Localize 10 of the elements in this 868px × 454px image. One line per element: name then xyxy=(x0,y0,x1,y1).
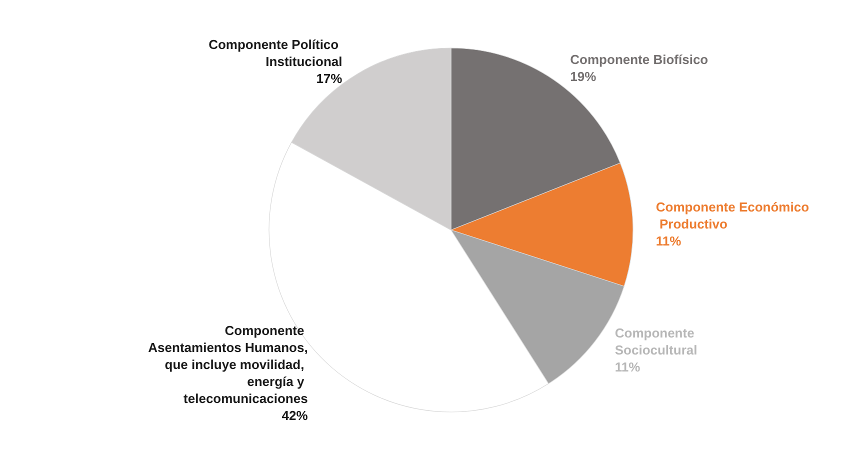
slice-label: Componente Sociocultural xyxy=(614,326,698,358)
data-label: 17% xyxy=(316,70,343,86)
data-label: 19% xyxy=(570,68,597,84)
data-label: 42% xyxy=(282,408,308,423)
data-label: 11% xyxy=(614,360,641,375)
slice-label: Componente Asentamientos Humanos, que incluye movilidad, energía y telecomunicaciones xyxy=(148,322,308,406)
slice-label: Componente Biofísico xyxy=(570,52,708,67)
data-label: 11% xyxy=(656,233,682,248)
slice-label: Componente Político Institucional xyxy=(208,36,342,69)
slice-label: Componente Económico Productivo xyxy=(656,199,810,232)
